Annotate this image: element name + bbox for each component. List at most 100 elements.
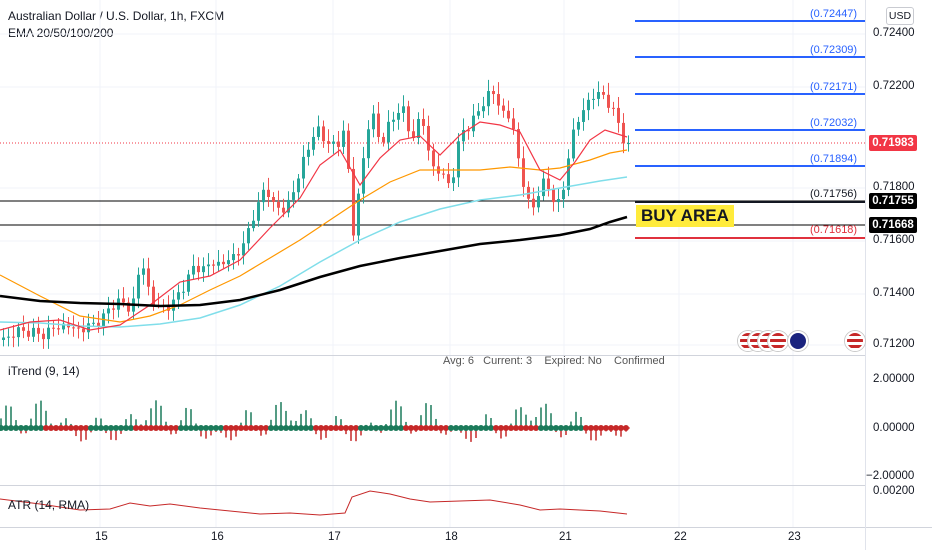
itrend-dot: [483, 425, 489, 431]
candle-body: [512, 118, 515, 130]
itrend-dot: [618, 425, 624, 431]
candle-body: [487, 91, 490, 107]
symbol-title[interactable]: Australian Dollar / U.S. Dollar, 1h, FXC…: [8, 9, 225, 23]
candle-body: [627, 143, 630, 145]
itrend-dot: [248, 425, 254, 431]
itrend-dot: [113, 425, 119, 431]
itrend-dot: [188, 425, 194, 431]
candle-body: [342, 130, 345, 147]
candle-body: [42, 333, 45, 340]
candle-body: [372, 113, 375, 130]
candle-body: [552, 189, 555, 203]
candle-body: [532, 198, 535, 208]
itrend-dot: [68, 425, 74, 431]
itrend-dot: [388, 425, 394, 431]
itrend-dot: [368, 425, 374, 431]
candle-body: [92, 322, 95, 324]
itrend-dot: [38, 425, 44, 431]
itrend-dot: [63, 425, 69, 431]
itrend-dot: [283, 425, 289, 431]
itrend-dot: [318, 425, 324, 431]
support-price-tag-1: 0.71755: [869, 193, 917, 209]
atr-legend[interactable]: ATR (14, RMA): [8, 498, 90, 512]
buy-area-label[interactable]: BUY AREA: [636, 205, 734, 227]
candle-body: [72, 327, 75, 329]
candle-body: [522, 158, 525, 187]
candle-body: [432, 150, 435, 167]
itrend-dot: [278, 425, 284, 431]
candle-body: [187, 274, 190, 292]
itrend-dot: [363, 425, 369, 431]
candle-body: [17, 327, 20, 338]
candle-body: [47, 327, 50, 340]
itrend-dot: [133, 425, 139, 431]
candle-body: [482, 106, 485, 112]
itrend-dot: [373, 425, 379, 431]
currency-button[interactable]: USD: [886, 7, 914, 25]
itrend-dot: [383, 425, 389, 431]
itrend-dot: [33, 425, 39, 431]
fib-label: (0.71618): [810, 224, 858, 236]
itrend-dot: [153, 425, 159, 431]
itrend-dot: [353, 425, 359, 431]
ema-50-line: [0, 149, 628, 323]
time-label: 22: [674, 531, 687, 543]
itrend-dot: [603, 425, 609, 431]
itrend-dot: [223, 425, 229, 431]
itrend-dot: [23, 425, 29, 431]
candle-body: [107, 308, 110, 314]
itrend-dot: [73, 425, 79, 431]
itrend-dot: [158, 425, 164, 431]
candle-body: [227, 260, 230, 265]
us-flag-icon[interactable]: [768, 331, 788, 351]
candle-body: [52, 327, 55, 329]
price-tick: 0.71800: [873, 181, 915, 193]
candle-body: [312, 136, 315, 150]
itrend-dot: [0, 425, 4, 431]
candle-body: [557, 199, 560, 203]
itrend-dot: [378, 425, 384, 431]
itrend-legend[interactable]: iTrend (9, 14): [8, 364, 80, 378]
status-expired: Expired: No: [544, 355, 602, 367]
candle-body: [57, 328, 60, 330]
candle-body: [267, 189, 270, 198]
itrend-dot: [168, 425, 174, 431]
ema-indicator-legend[interactable]: EMA 20/50/100/200: [8, 26, 114, 40]
candlesticks: [2, 79, 630, 349]
candle-body: [507, 110, 510, 119]
itrend-dot: [253, 425, 259, 431]
itrend-dot: [43, 425, 49, 431]
itrend-dot: [623, 425, 629, 431]
candle-body: [417, 119, 420, 139]
itrend-dot: [53, 425, 59, 431]
candle-body: [362, 158, 365, 194]
candle-body: [322, 126, 325, 142]
fib-label: (0.72032): [810, 117, 858, 129]
itrend-dot: [563, 425, 569, 431]
au-flag-icon[interactable]: [788, 331, 808, 351]
time-label: 18: [445, 531, 458, 543]
candle-body: [392, 119, 395, 122]
itrend-dot: [128, 425, 134, 431]
candle-body: [87, 323, 90, 333]
candle-body: [232, 254, 235, 261]
candle-body: [242, 243, 245, 256]
candle-body: [562, 189, 565, 200]
candle-body: [122, 298, 125, 303]
candle-body: [517, 129, 520, 159]
time-label: 23: [788, 531, 801, 543]
itrend-dot: [243, 425, 249, 431]
itrend-signal-dots: [0, 425, 629, 431]
candle-body: [287, 199, 290, 213]
itrend-dot: [103, 425, 109, 431]
time-label: 21: [559, 531, 572, 543]
itrend-dot: [488, 425, 494, 431]
us-flag-icon[interactable]: [845, 331, 865, 351]
itrend-dot: [288, 425, 294, 431]
candle-body: [62, 323, 65, 330]
candle-body: [367, 129, 370, 159]
candle-body: [27, 330, 30, 337]
candle-body: [272, 197, 275, 203]
itrend-dot: [123, 425, 129, 431]
